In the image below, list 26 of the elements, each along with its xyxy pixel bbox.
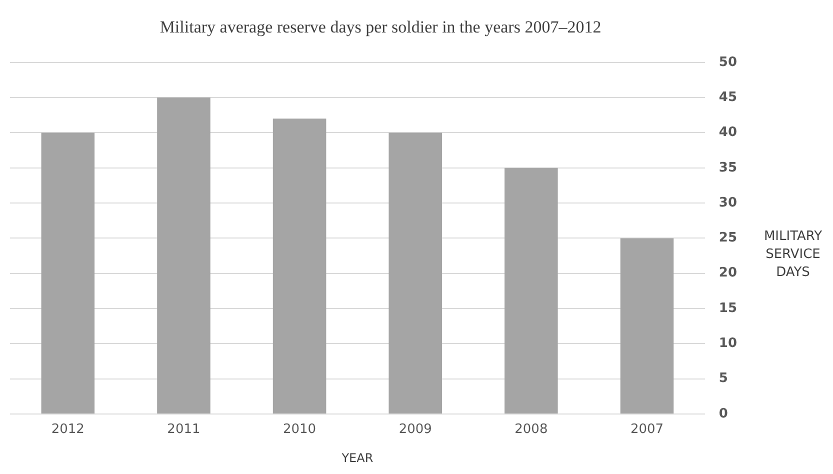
x-tick-label: 2011 <box>167 422 200 438</box>
y-tick-label: 45 <box>718 90 738 105</box>
chart-title: Military average reserve days per soldier in the years 2007–2012 <box>160 18 602 37</box>
y-tick-label: 5 <box>718 371 728 386</box>
x-tick-label: 2007 <box>630 422 664 438</box>
bar <box>504 168 558 414</box>
y-tick-label: 30 <box>718 195 738 210</box>
y-tick-label: 50 <box>718 54 738 70</box>
y-axis-title: MILITARY SERVICE DAYS <box>762 228 824 282</box>
bar <box>272 118 326 414</box>
x-tick-label: 2008 <box>514 422 548 438</box>
y-tick-label: 40 <box>718 125 738 140</box>
bar <box>620 238 674 414</box>
y-tick-label: 25 <box>718 230 738 246</box>
x-tick-label: 2010 <box>283 422 316 438</box>
x-axis-title: YEAR <box>340 450 374 465</box>
y-tick-label: 20 <box>718 266 738 281</box>
bar <box>157 98 210 414</box>
bar <box>388 132 442 414</box>
y-tick-label: 0 <box>718 406 728 422</box>
x-tick-label: 2012 <box>51 422 84 438</box>
x-tick-label: 2009 <box>398 422 432 438</box>
y-tick-label: 35 <box>718 160 738 176</box>
y-tick-label: 10 <box>718 336 738 352</box>
bar <box>41 132 95 414</box>
y-tick-label: 15 <box>718 300 738 316</box>
